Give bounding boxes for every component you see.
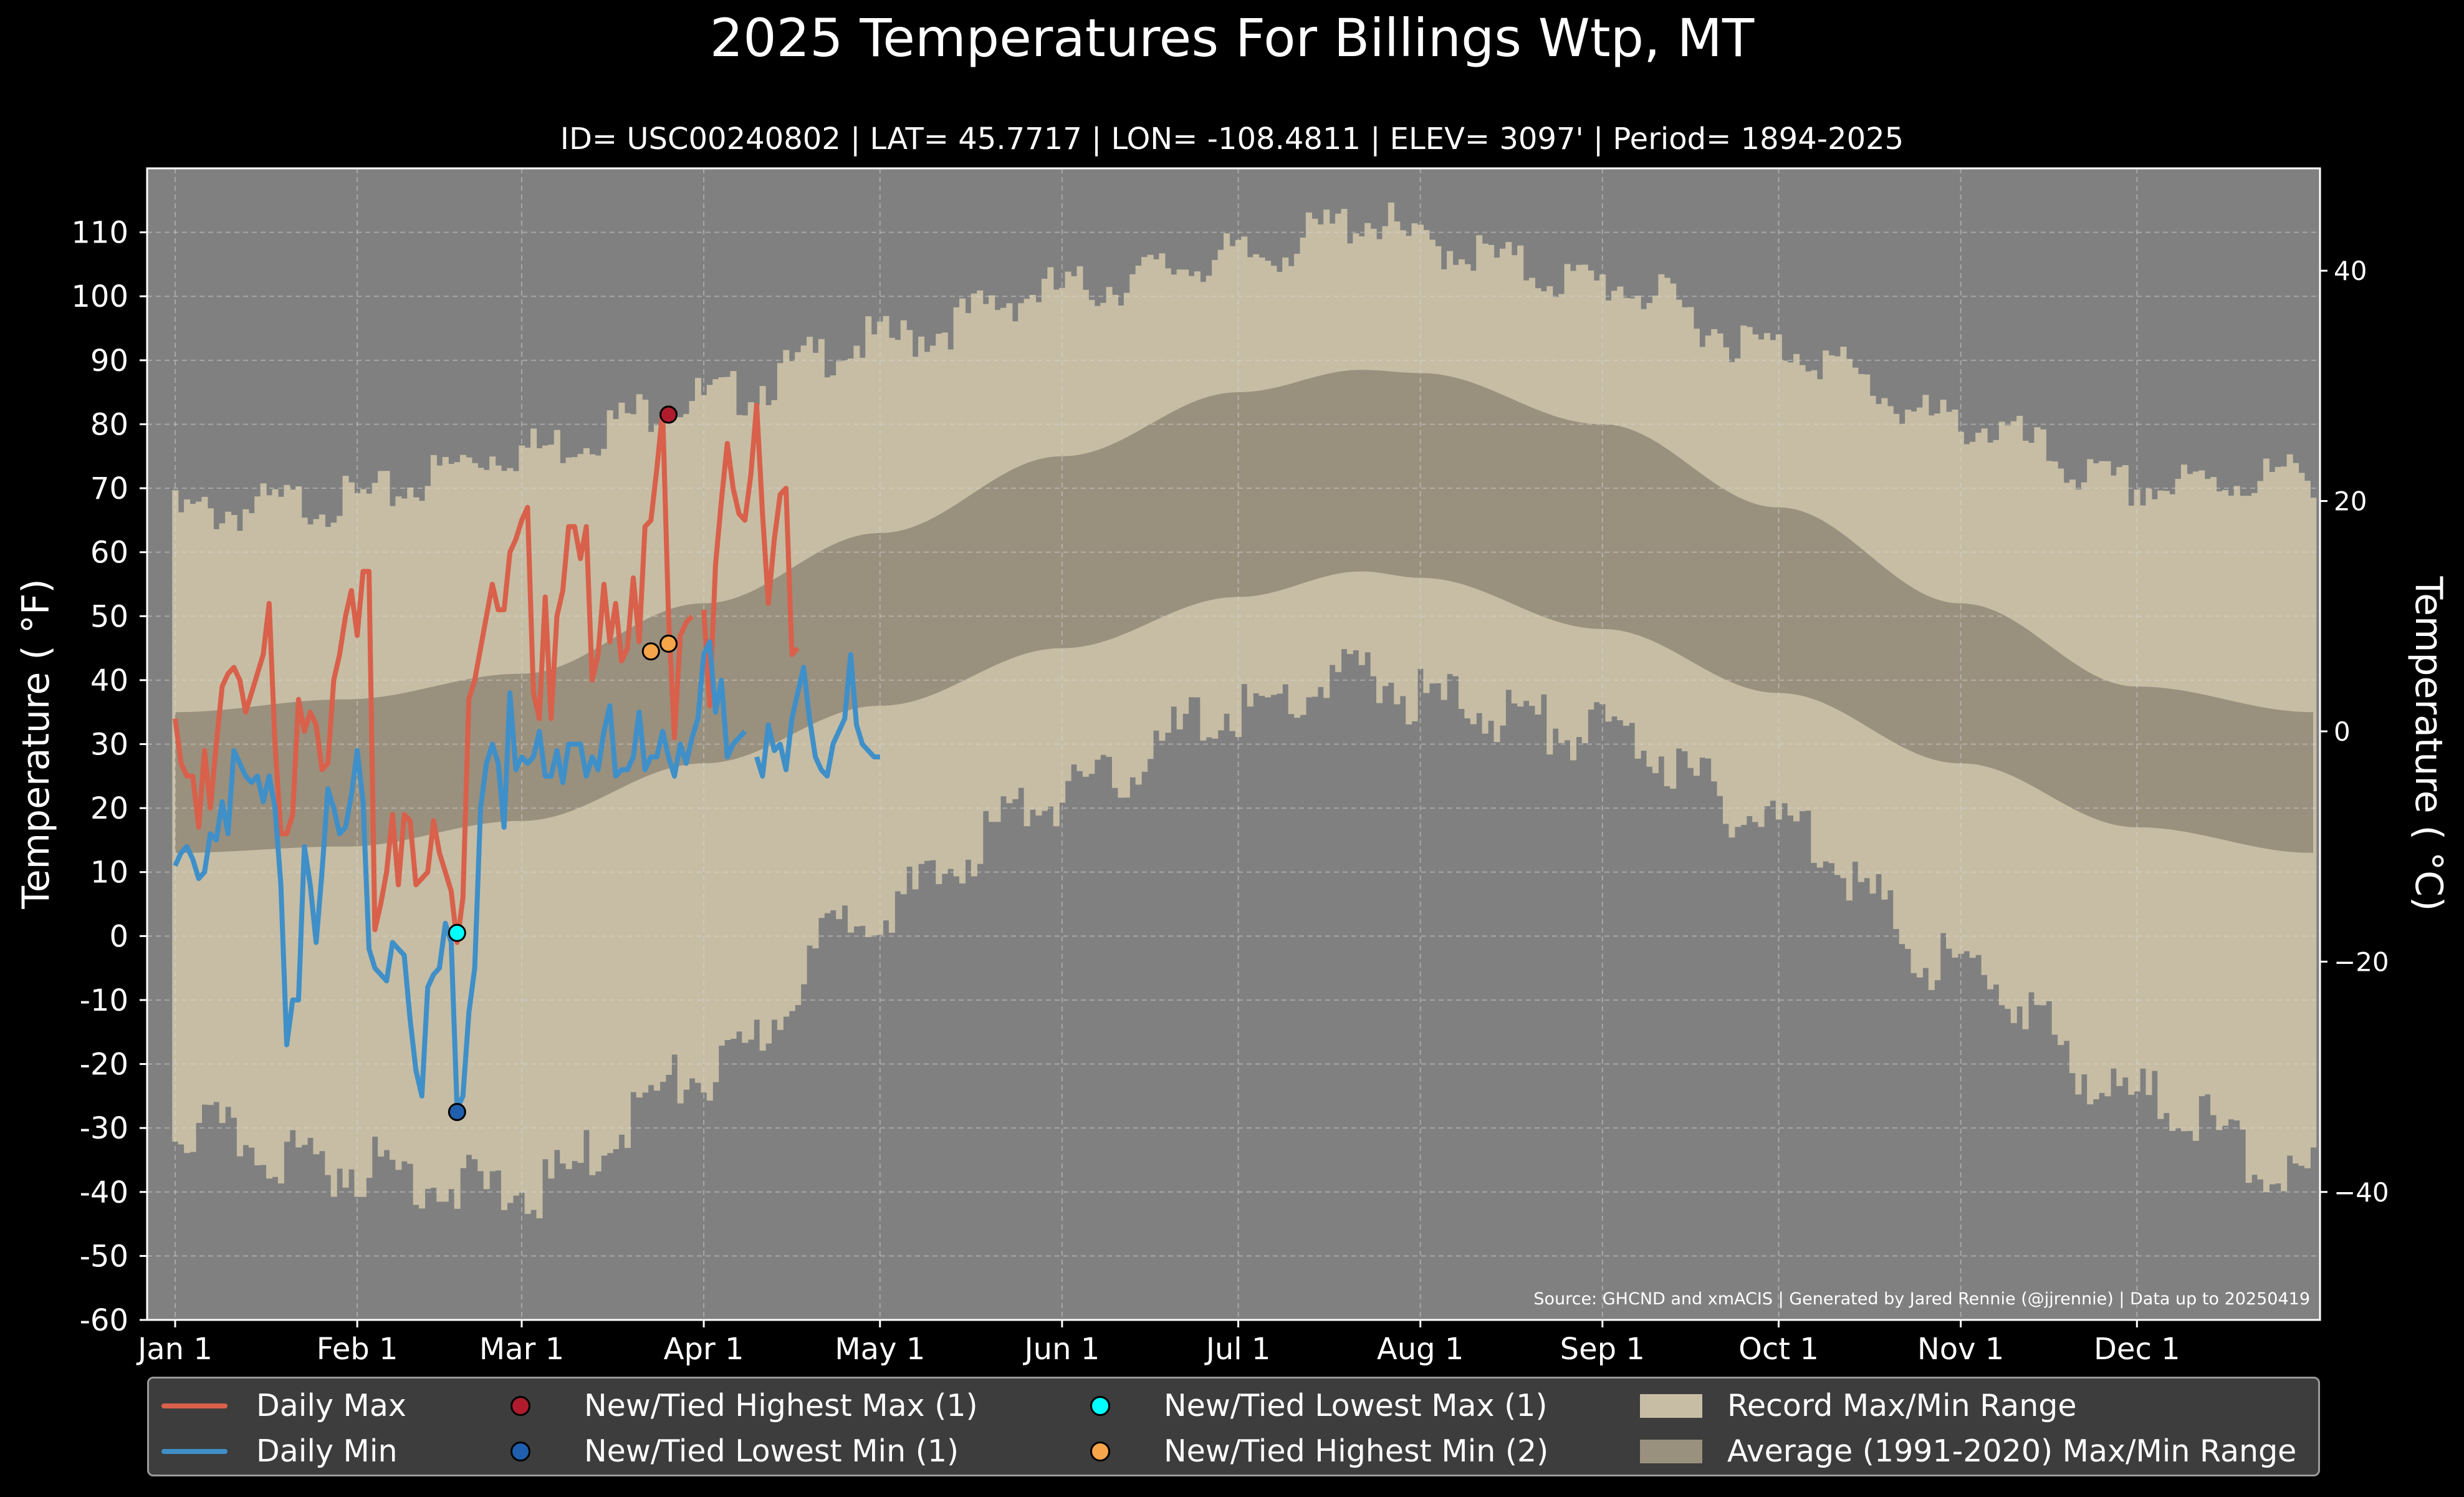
- new-tied-lowest-min-marker: [448, 1103, 466, 1122]
- legend-average-range: Average (1991-2020) Max/Min Range: [1640, 1433, 2296, 1469]
- y-tick-label: -40: [80, 1175, 128, 1210]
- y-tick-label: 40: [90, 663, 128, 698]
- highest-min-marker-icon: [1090, 1441, 1110, 1461]
- record-range-bar: [536, 448, 543, 1218]
- new-tied-highest-min-marker: [641, 642, 660, 661]
- y-tick-label: -30: [80, 1111, 128, 1146]
- new-tied-highest-max-marker: [659, 405, 678, 424]
- y-tick-label: 0: [109, 919, 128, 954]
- record-range-bar: [601, 448, 608, 1156]
- y-axis-label-right: Temperature ( °C): [2407, 576, 2450, 912]
- record-range-bar: [483, 469, 490, 1190]
- average-range-band: [175, 370, 2313, 853]
- y-tick-label: -20: [80, 1047, 128, 1082]
- y-tick-label: 110: [71, 216, 128, 251]
- x-tick-label: Nov 1: [1917, 1332, 2004, 1367]
- legend: Daily Max Daily Min New/Tied Highest Max…: [147, 1377, 2320, 1476]
- legend-new-highest-max: New/Tied Highest Max (1): [486, 1388, 978, 1423]
- y-tick-label: 60: [90, 536, 128, 570]
- y-axis-label-left: Temperature ( °F): [14, 579, 58, 910]
- x-tick-label: Sep 1: [1560, 1332, 1645, 1367]
- y-tick-label: 10: [90, 855, 128, 890]
- x-tick-label: Apr 1: [664, 1332, 744, 1367]
- record-range-bar: [2310, 498, 2317, 1148]
- y-tick-label: -10: [80, 983, 128, 1018]
- daily-min-line: [754, 652, 880, 779]
- y-tick-label: -50: [80, 1239, 128, 1274]
- legend-daily-min: Daily Min: [161, 1433, 398, 1469]
- y-tick-label: 30: [90, 728, 128, 763]
- record-range-bar: [595, 455, 602, 1172]
- y-tick-label: 80: [90, 407, 128, 442]
- legend-new-lowest-max: New/Tied Lowest Max (1): [1065, 1388, 1548, 1423]
- y-tick-label: 50: [90, 599, 128, 634]
- daily-min-swatch: [161, 1448, 228, 1454]
- y-right-tick-label: −40: [2334, 1177, 2389, 1208]
- lowest-max-marker-icon: [1090, 1395, 1110, 1416]
- average-range-swatch: [1640, 1439, 1702, 1463]
- series-lines: [173, 402, 880, 1112]
- x-tick-label: Jun 1: [1022, 1332, 1100, 1367]
- record-range-bar: [512, 471, 519, 1196]
- record-range-bar: [454, 462, 461, 1209]
- legend-label: New/Tied Lowest Max (1): [1164, 1388, 1548, 1423]
- y-right-tick-label: 20: [2334, 486, 2367, 517]
- record-range-bar: [565, 457, 572, 1170]
- record-range-bar: [501, 471, 508, 1210]
- x-tick-label: Jul 1: [1204, 1332, 1271, 1367]
- legend-new-highest-min: New/Tied Highest Min (2): [1065, 1433, 1548, 1469]
- legend-label: Daily Min: [256, 1433, 398, 1469]
- y-tick-label: 20: [90, 791, 128, 826]
- record-range-swatch: [1640, 1394, 1702, 1418]
- x-tick-label: May 1: [835, 1332, 925, 1367]
- record-range-bar: [330, 522, 337, 1197]
- x-tick-label: Aug 1: [1377, 1332, 1464, 1367]
- y-right-tick-label: 0: [2334, 716, 2351, 747]
- axes: -60 -50 -40 -30 -20 -10 0 10 20 30 40 50 60 70 80 90 100…: [71, 167, 2389, 1367]
- record-markers: [448, 405, 678, 1122]
- chart-title: 2025 Temperatures For Billings Wtp, MT: [709, 7, 1755, 69]
- legend-label: New/Tied Highest Min (2): [1164, 1433, 1549, 1469]
- record-range-bar: [507, 468, 514, 1203]
- new-tied-lowest-max-marker: [448, 923, 466, 942]
- source-note: Source: GHCND and xmACIS | Generated by …: [1533, 1289, 2310, 1309]
- daily-min-line: [173, 639, 747, 1112]
- highest-max-marker-icon: [511, 1395, 530, 1416]
- y-tick-label: 100: [71, 279, 128, 314]
- legend-record-range: Record Max/Min Range: [1640, 1388, 2077, 1423]
- new-tied-highest-min-marker: [659, 634, 678, 653]
- record-range-bar: [436, 465, 443, 1202]
- chart-subtitle: ID= USC00240802 | LAT= 45.7717 | LON= -1…: [560, 122, 1904, 156]
- x-tick-label: Dec 1: [2094, 1332, 2180, 1367]
- y-tick-label: 70: [90, 471, 128, 506]
- record-range-bar: [413, 497, 419, 1205]
- daily-max-line: [173, 408, 694, 945]
- daily-max-line: [701, 402, 800, 708]
- lowest-min-marker-icon: [511, 1441, 530, 1461]
- legend-new-lowest-min: New/Tied Lowest Min (1): [486, 1433, 959, 1469]
- y-tick-label: -60: [80, 1303, 128, 1338]
- average-range-band: [175, 370, 2313, 853]
- x-tick-label: Oct 1: [1738, 1332, 1819, 1367]
- record-range-bar: [419, 501, 426, 1209]
- legend-label: Average (1991-2020) Max/Min Range: [1727, 1433, 2297, 1469]
- legend-label: New/Tied Highest Max (1): [584, 1388, 978, 1423]
- legend-daily-max: Daily Max: [161, 1388, 406, 1423]
- y-right-tick-label: −20: [2334, 946, 2389, 977]
- x-tick-label: Mar 1: [479, 1332, 564, 1367]
- daily-max-swatch: [161, 1403, 228, 1408]
- record-range-bar: [325, 527, 332, 1175]
- y-tick-label: 90: [90, 344, 128, 378]
- x-tick-label: Jan 1: [136, 1332, 213, 1367]
- record-range-bar: [424, 486, 431, 1189]
- x-tick-label: Feb 1: [317, 1332, 398, 1367]
- record-range-bar: [577, 454, 584, 1163]
- legend-label: Record Max/Min Range: [1727, 1388, 2077, 1423]
- legend-label: New/Tied Lowest Min (1): [584, 1433, 959, 1469]
- legend-label: Daily Max: [256, 1388, 406, 1423]
- record-range-bar: [524, 447, 531, 1214]
- y-right-tick-label: 40: [2334, 256, 2367, 286]
- record-range-bar: [589, 454, 596, 1175]
